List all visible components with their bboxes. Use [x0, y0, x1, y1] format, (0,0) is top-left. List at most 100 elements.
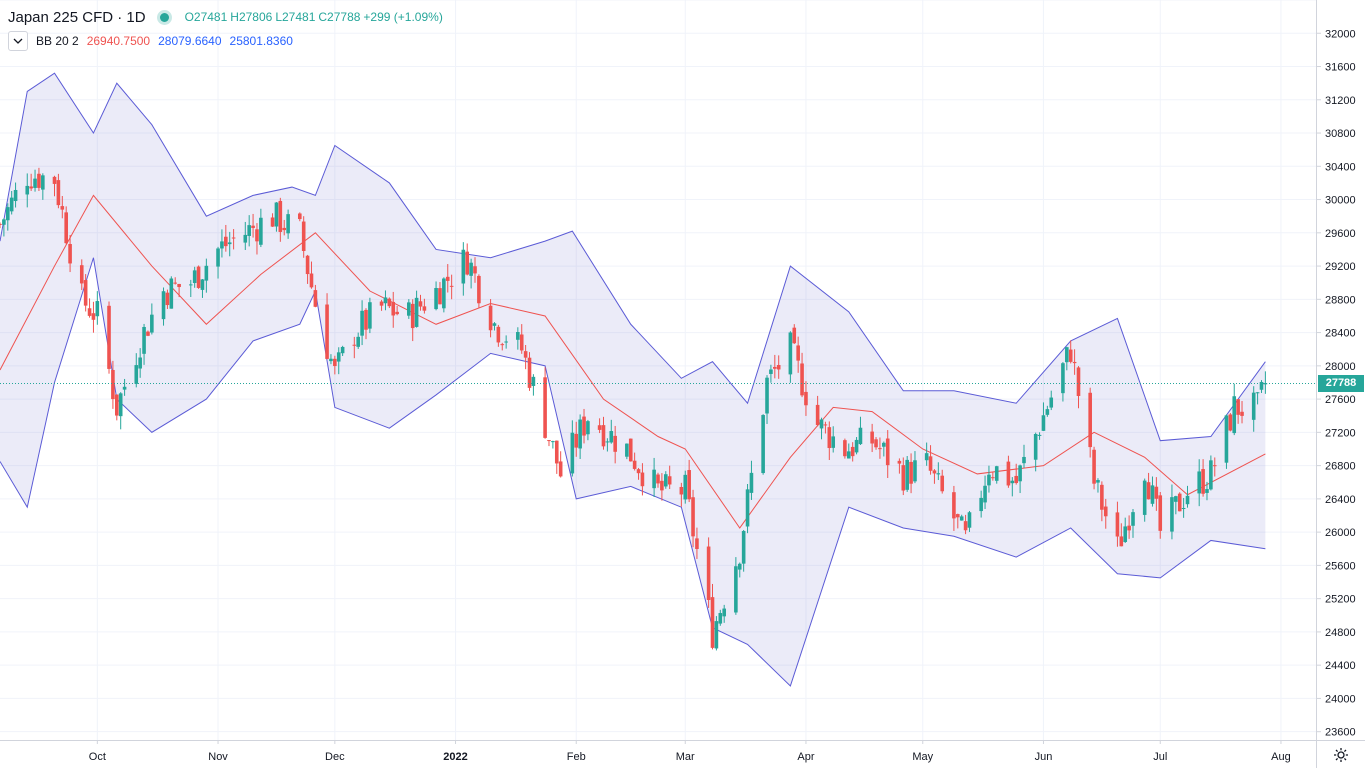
candle-body — [695, 538, 699, 549]
candle-body — [95, 301, 100, 317]
price-tick-label: 24000 — [1325, 693, 1356, 705]
candle-body — [91, 313, 96, 320]
candle-body — [1131, 512, 1135, 526]
time-tick-label: Mar — [676, 751, 695, 763]
candle-body — [379, 301, 384, 306]
candle-body — [570, 432, 575, 474]
candle-body — [368, 302, 372, 329]
candle-body — [1263, 383, 1268, 385]
candle-body — [33, 178, 37, 188]
candle-body — [336, 352, 341, 362]
candle-body — [56, 180, 61, 206]
candle-body — [270, 217, 275, 227]
time-tick-label: 2022 — [443, 751, 467, 763]
candle-body — [936, 473, 941, 475]
candle-body — [134, 365, 139, 384]
candle-body — [29, 186, 33, 189]
candle-body — [987, 474, 991, 486]
candle-body — [640, 472, 645, 487]
candle-body — [878, 448, 882, 450]
price-tick-label: 31600 — [1325, 62, 1356, 74]
candle-body — [150, 314, 154, 333]
candle-body — [823, 424, 828, 426]
candle-body — [874, 439, 878, 448]
candles-group — [0, 167, 1268, 651]
candle-body — [442, 278, 446, 309]
candle-body — [1228, 414, 1233, 431]
candle-body — [1076, 367, 1081, 397]
candle-body — [519, 334, 524, 351]
indicator-name[interactable]: BB 20 2 — [36, 34, 79, 48]
candle-body — [1197, 471, 1201, 494]
candle-body — [850, 446, 855, 457]
candle-body — [410, 303, 415, 329]
candle-body — [259, 217, 263, 245]
candle-body — [500, 344, 505, 346]
candle-body — [1212, 465, 1217, 467]
candle-body — [1127, 525, 1131, 531]
candle-body — [329, 358, 333, 362]
market-open-dot-icon — [159, 12, 169, 22]
candle-body — [1065, 347, 1069, 363]
candle-body — [1224, 415, 1229, 463]
candle-body — [979, 497, 983, 512]
candle-body — [1092, 449, 1096, 484]
candle-body — [831, 436, 836, 448]
time-tick-label: Feb — [567, 751, 586, 763]
candle-body — [25, 185, 30, 195]
collapse-indicators-button[interactable] — [8, 31, 28, 51]
candle-body — [1115, 512, 1120, 537]
candle-body — [819, 419, 824, 429]
chart-settings-button[interactable] — [1330, 744, 1352, 766]
candle-body — [1205, 489, 1209, 493]
candle-body — [800, 363, 804, 396]
candle-body — [278, 200, 283, 232]
candle-body — [1096, 480, 1100, 483]
candle-body — [473, 266, 477, 274]
candle-body — [1150, 485, 1155, 504]
candle-body — [547, 440, 551, 442]
candle-body — [815, 404, 820, 426]
candle-body — [87, 308, 92, 316]
price-tick-label: 24400 — [1325, 660, 1356, 672]
candle-body — [1037, 434, 1042, 436]
price-tick-label: 26400 — [1325, 494, 1356, 506]
candle-body — [469, 262, 473, 276]
candle-body — [928, 456, 933, 471]
candle-body — [52, 176, 57, 184]
candle-body — [1181, 507, 1186, 509]
candle-body — [1259, 381, 1264, 390]
candle-body — [204, 265, 209, 281]
candle-body — [418, 301, 423, 307]
candle-body — [107, 305, 111, 369]
last-price-label: 27788 — [1318, 374, 1364, 392]
candle-body — [843, 440, 847, 457]
candle-body — [395, 311, 399, 315]
candle-body — [37, 173, 41, 188]
candle-body — [1033, 433, 1038, 460]
price-tick-label: 29200 — [1325, 261, 1356, 273]
chevron-down-icon — [13, 38, 23, 44]
candle-body — [761, 415, 765, 474]
candle-body — [683, 474, 688, 500]
candle-body — [897, 460, 902, 464]
candle-body — [882, 442, 886, 447]
candle-body — [1006, 461, 1011, 486]
price-tick-label: 29600 — [1325, 228, 1356, 240]
price-tick-label: 32000 — [1325, 28, 1356, 40]
price-tick-label: 26800 — [1325, 461, 1356, 473]
candle-body — [846, 451, 851, 459]
candle-body — [586, 421, 590, 435]
candle-body — [710, 597, 715, 648]
bb-basis-value: 26940.7500 — [86, 34, 151, 48]
symbol-title[interactable]: Japan 225 CFD · 1D — [8, 8, 146, 26]
candle-body — [858, 427, 863, 445]
candle-body — [932, 470, 937, 474]
candle-body — [364, 309, 368, 330]
candle-body — [597, 425, 602, 430]
candle-body — [1209, 460, 1213, 490]
candle-body — [706, 546, 711, 601]
candle-body — [909, 461, 913, 484]
bb-band-fill — [0, 73, 1266, 686]
